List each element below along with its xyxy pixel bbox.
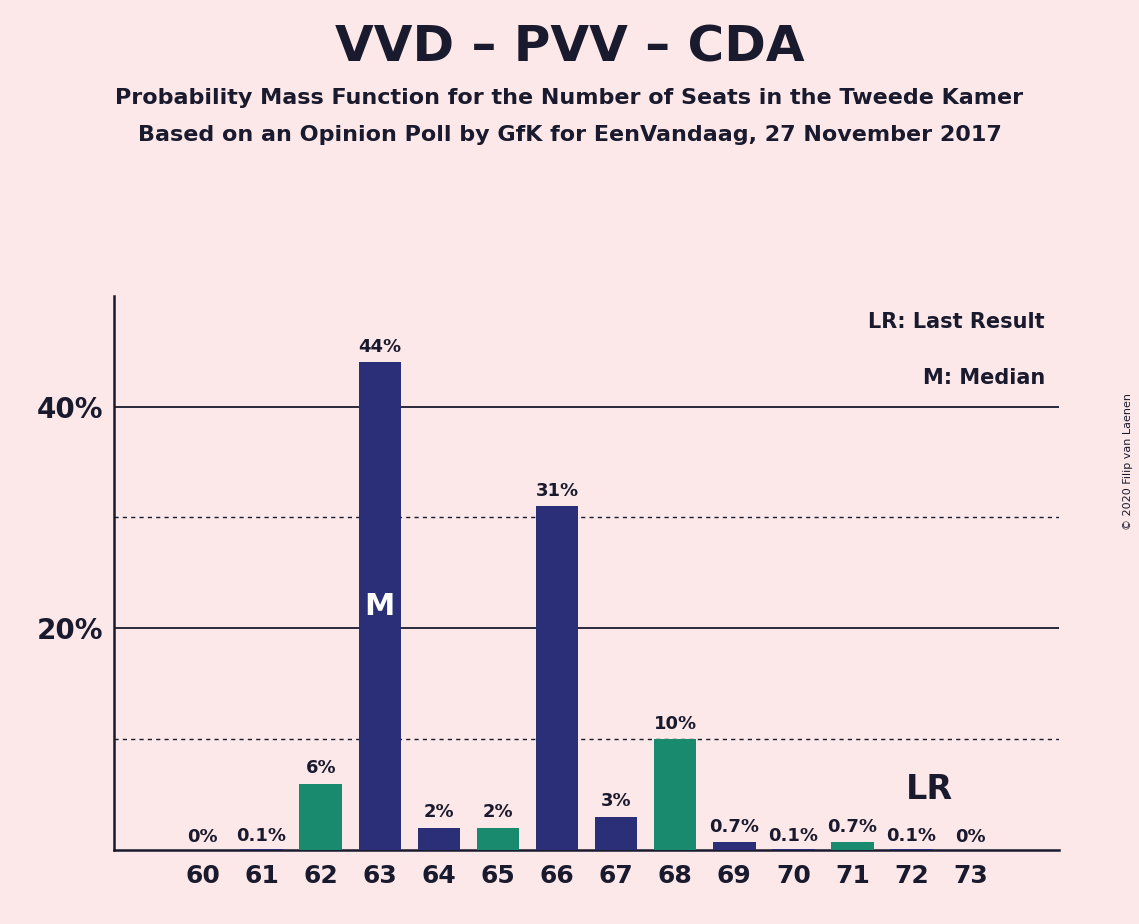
Text: 0.7%: 0.7%: [827, 818, 877, 835]
Text: LR: LR: [906, 772, 953, 806]
Bar: [240, 849, 282, 850]
Text: 0.1%: 0.1%: [769, 827, 819, 845]
Text: 2%: 2%: [424, 803, 454, 821]
Text: 2%: 2%: [483, 803, 514, 821]
Text: 44%: 44%: [359, 337, 401, 356]
Text: 6%: 6%: [305, 759, 336, 777]
Bar: [595, 817, 638, 850]
Text: 10%: 10%: [654, 714, 697, 733]
Bar: [359, 362, 401, 850]
Text: 0.1%: 0.1%: [237, 827, 287, 845]
Text: 31%: 31%: [535, 481, 579, 500]
Bar: [418, 828, 460, 850]
Bar: [891, 849, 933, 850]
Bar: [831, 843, 874, 850]
Bar: [654, 739, 696, 850]
Bar: [300, 784, 342, 850]
Text: VVD – PVV – CDA: VVD – PVV – CDA: [335, 23, 804, 71]
Text: 3%: 3%: [600, 792, 631, 810]
Bar: [772, 849, 814, 850]
Text: 0%: 0%: [956, 828, 986, 845]
Bar: [477, 828, 519, 850]
Text: M: M: [364, 591, 395, 621]
Bar: [713, 843, 755, 850]
Text: M: Median: M: Median: [923, 368, 1046, 388]
Text: LR: Last Result: LR: Last Result: [868, 312, 1046, 333]
Text: Based on an Opinion Poll by GfK for EenVandaag, 27 November 2017: Based on an Opinion Poll by GfK for EenV…: [138, 125, 1001, 145]
Text: © 2020 Filip van Laenen: © 2020 Filip van Laenen: [1123, 394, 1133, 530]
Text: 0%: 0%: [187, 828, 218, 845]
Bar: [535, 506, 579, 850]
Text: 0.1%: 0.1%: [886, 827, 936, 845]
Text: Probability Mass Function for the Number of Seats in the Tweede Kamer: Probability Mass Function for the Number…: [115, 88, 1024, 108]
Text: 0.7%: 0.7%: [710, 818, 760, 835]
